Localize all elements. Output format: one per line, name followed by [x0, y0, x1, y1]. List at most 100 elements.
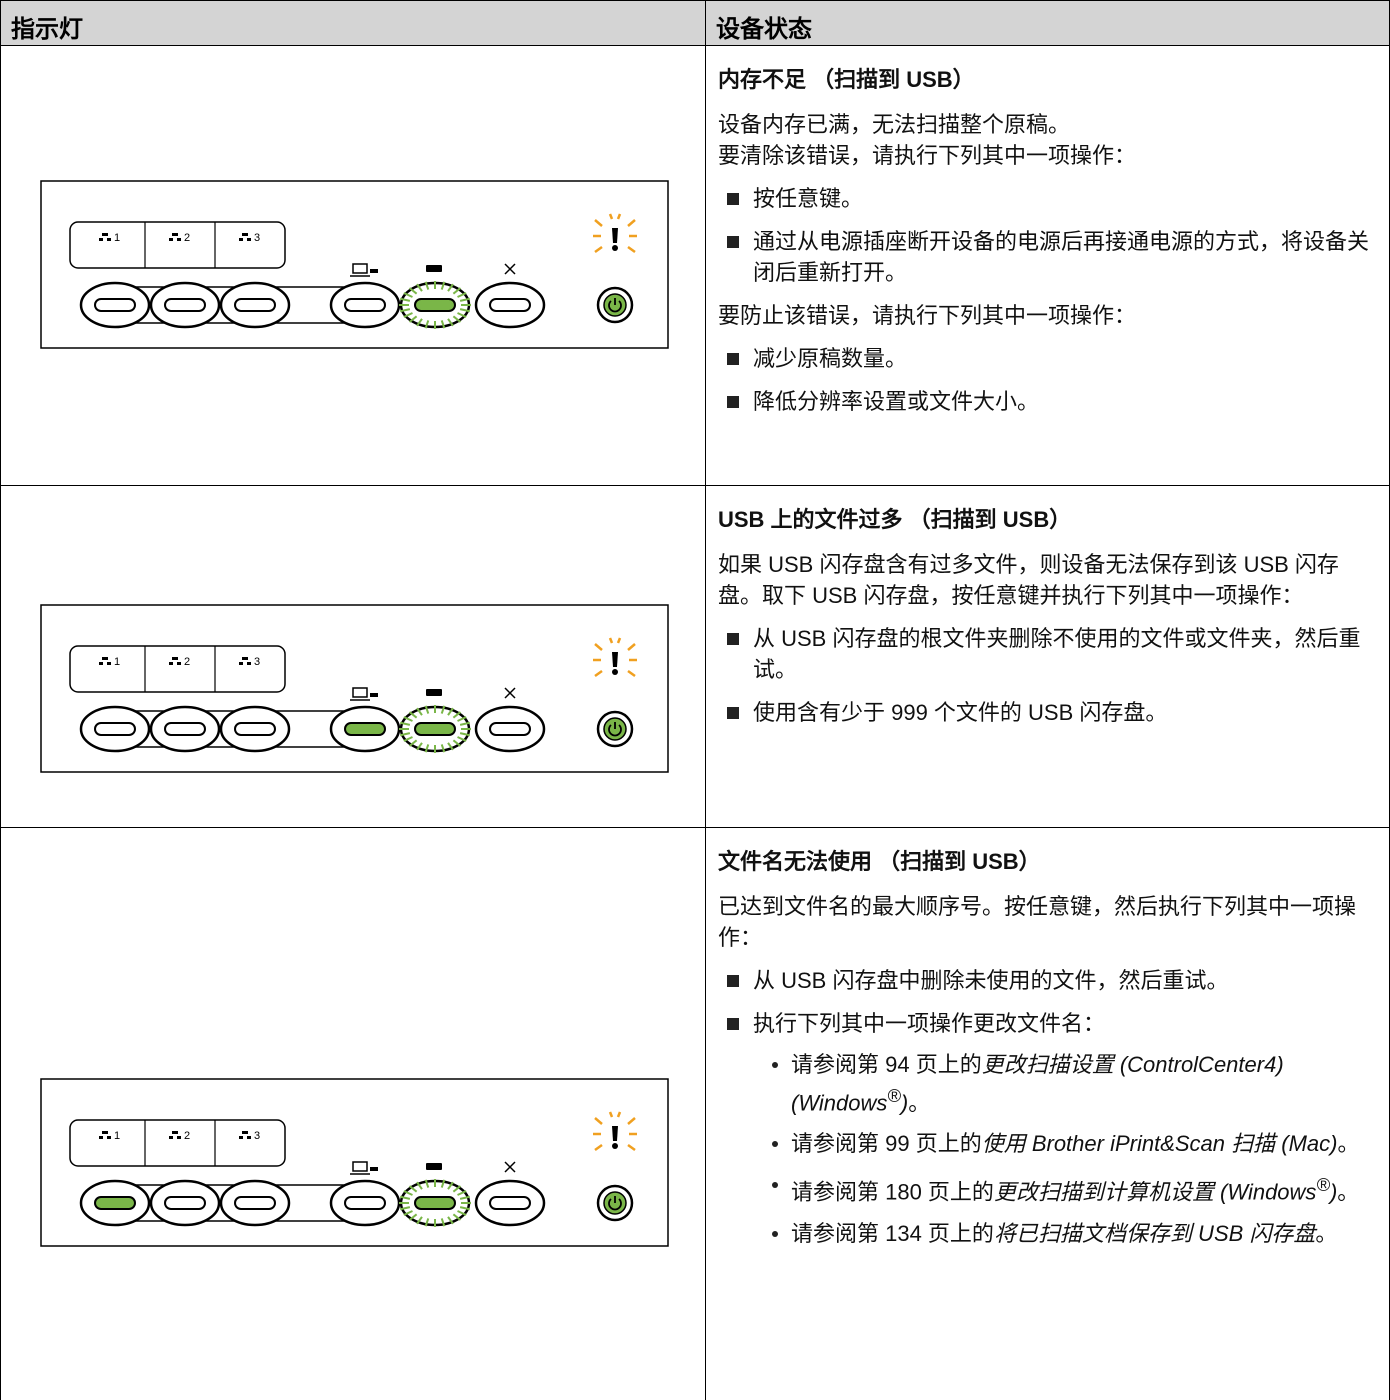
blink-ray	[400, 308, 411, 313]
button-led	[489, 722, 531, 736]
text-run: 请参阅第 134 页上的	[791, 1220, 994, 1246]
control-panel: 1 2 3	[40, 1078, 669, 1247]
blink-ray	[416, 742, 423, 751]
blink-ray	[400, 732, 411, 737]
button-led	[94, 298, 136, 312]
label-box	[69, 645, 286, 693]
network-icon	[169, 233, 181, 241]
network-icon	[239, 1131, 251, 1139]
bullet-marker	[727, 975, 739, 987]
blink-ray	[424, 1179, 430, 1188]
blink-ray	[416, 1216, 423, 1225]
label-box	[69, 1119, 286, 1167]
pc-plug	[370, 269, 378, 273]
sub-item: 请参阅第 134 页上的将已扫描文档保存到 USB 闪存盘。	[763, 1218, 1377, 1249]
header-cell: 指示灯	[0, 0, 706, 46]
warning-ray	[594, 669, 603, 678]
paragraph-line: 要防止该错误，请执行下列其中一项操作：	[718, 303, 1137, 328]
blink-ray	[400, 1195, 411, 1200]
bullet-marker	[727, 707, 739, 719]
button-led	[414, 298, 456, 312]
bullet-text: 从 USB 闪存盘中删除未使用的文件，然后重试。	[753, 968, 1229, 993]
label-box	[69, 221, 286, 269]
registered-mark: ®	[1316, 1174, 1330, 1196]
blink-ray	[424, 1218, 430, 1227]
panel-label: 3	[254, 656, 260, 668]
sub-item: 请参阅第 99 页上的使用 Brother iPrint&Scan 扫描 (Ma…	[763, 1128, 1377, 1159]
panel-label: 1	[114, 1130, 120, 1142]
blink-ray	[400, 297, 411, 302]
panel-frame	[40, 180, 669, 349]
bullet-text: 执行下列其中一项操作更改文件名：	[753, 1011, 1106, 1036]
blink-ray	[459, 308, 470, 313]
blink-ray	[452, 711, 462, 719]
blink-ray	[452, 287, 462, 295]
status-title: 文件名无法使用 （扫描到 USB）	[718, 849, 1041, 874]
pc-icon	[350, 687, 370, 701]
bullet-item: 使用含有少于 999 个文件的 USB 闪存盘。	[718, 697, 1377, 728]
warning-mark	[612, 1126, 618, 1141]
blink-ray	[440, 281, 446, 290]
registered-mark: ®	[887, 1085, 901, 1106]
blink-ray	[457, 736, 467, 742]
paragraph: 要防止该错误，请执行下列其中一项操作：	[718, 300, 1377, 331]
sub-marker	[772, 1230, 778, 1237]
usb-icon	[426, 265, 442, 272]
status-title: USB 上的文件过多 （扫描到 USB）	[718, 507, 1072, 532]
blink-ray	[457, 312, 467, 318]
blink-ray	[440, 320, 446, 329]
text-run: 请参阅第 94 页上的	[791, 1052, 982, 1077]
bullet-marker	[727, 236, 739, 248]
button-led	[234, 298, 276, 312]
bullet-text: 减少原稿数量。	[753, 346, 908, 371]
blink-ray	[452, 739, 462, 747]
blink-ray	[403, 736, 413, 742]
blink-ray	[403, 1210, 413, 1216]
blink-ray	[424, 281, 430, 290]
warning-ray	[608, 637, 614, 644]
warning-ray	[627, 643, 636, 651]
blink-ray	[408, 711, 418, 719]
cancel-icon	[504, 1161, 516, 1173]
blink-ray	[440, 744, 446, 753]
warning-dot	[612, 669, 618, 675]
panel-label: 1	[114, 656, 120, 668]
bullet-marker	[727, 353, 739, 365]
blink-ray	[447, 742, 454, 751]
bullet-item: 按任意键。	[718, 183, 1377, 214]
bullet-marker	[727, 1018, 739, 1030]
blink-ray	[447, 318, 454, 327]
network-icon	[99, 657, 111, 665]
button-led	[94, 1196, 136, 1210]
blink-ray	[424, 744, 430, 753]
blink-ray	[452, 1213, 462, 1221]
paragraph-line: 如果 USB 闪存盘含有过多文件，则设备无法保存到该 USB 闪存盘。取下 US…	[718, 552, 1339, 608]
bullet-item: 通过从电源插座断开设备的电源后再接通电源的方式，将设备关闭后重新打开。	[718, 226, 1377, 288]
blink-ray	[403, 292, 413, 298]
button-led	[164, 1196, 206, 1210]
bullet-text: 按任意键。	[753, 186, 864, 211]
panel-frame	[40, 604, 669, 773]
blink-ray	[447, 283, 454, 292]
paragraph: 已达到文件名的最大顺序号。按任意键，然后执行下列其中一项操作：	[718, 891, 1377, 953]
warning-ray	[608, 1111, 614, 1118]
bullet-marker	[727, 193, 739, 205]
button-led	[164, 722, 206, 736]
blink-ray	[452, 315, 462, 323]
status-cell: USB 上的文件过多 （扫描到 USB） 如果 USB 闪存盘含有过多文件，则设备…	[705, 485, 1390, 828]
blink-ray	[403, 716, 413, 722]
blink-ray	[408, 1213, 418, 1221]
network-icon	[99, 233, 111, 241]
panel-label: 3	[254, 232, 260, 244]
warning-ray	[594, 219, 603, 227]
warning-ray	[594, 1143, 603, 1152]
bullet-text: 通过从电源插座断开设备的电源后再接通电源的方式，将设备关闭后重新打开。	[753, 229, 1370, 285]
blink-ray	[403, 1190, 413, 1196]
power-symbol	[608, 298, 622, 313]
warning-ray	[594, 643, 603, 651]
paragraph: 设备内存已满，无法扫描整个原稿。 要清除该错误，请执行下列其中一项操作：	[718, 109, 1377, 171]
blink-ray	[416, 283, 423, 292]
bullet-item: 从 USB 闪存盘中删除未使用的文件，然后重试。	[718, 965, 1377, 996]
network-icon	[99, 1131, 111, 1139]
blink-ray	[408, 739, 418, 747]
